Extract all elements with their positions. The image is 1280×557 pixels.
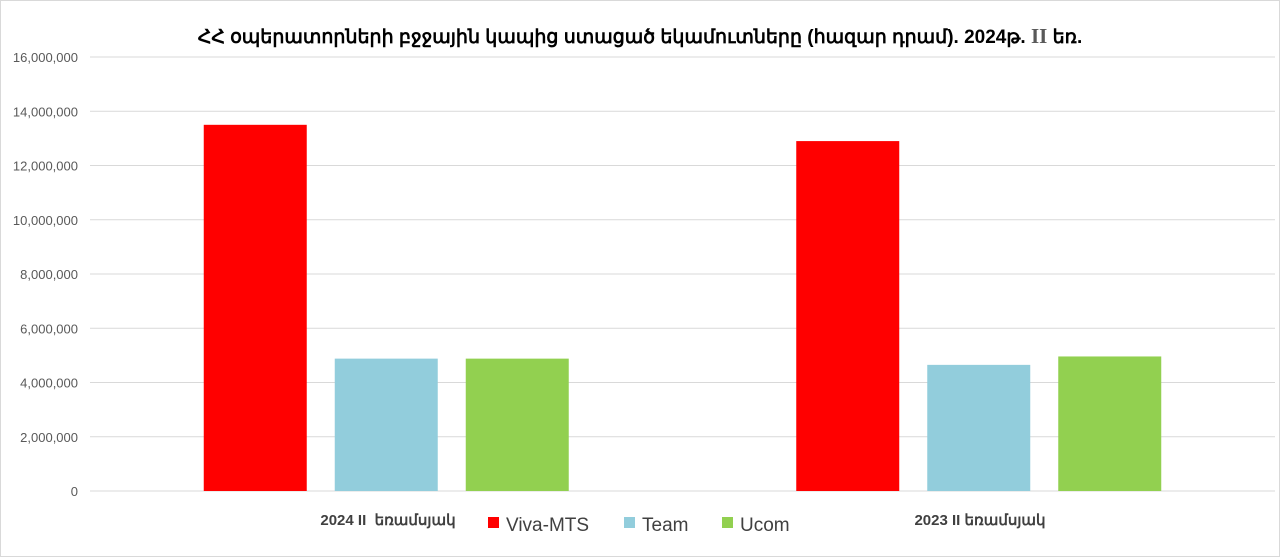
- legend-swatch-team: [624, 517, 635, 528]
- y-tick-label: 10,000,000: [13, 213, 78, 228]
- y-tick-label: 2,000,000: [20, 430, 78, 445]
- y-tick-label: 16,000,000: [13, 50, 78, 65]
- y-tick-label: 0: [71, 484, 78, 499]
- y-tick-label: 6,000,000: [20, 321, 78, 336]
- x-axis-category-labels: 2024 II եռամսյակ 2023 II եռամսյակ: [320, 512, 1045, 529]
- category-label: 2024 II եռամսյակ: [320, 512, 455, 529]
- chart-title: ՀՀ օպերատորների բջջային կապից ստացած եկա…: [0, 24, 1280, 49]
- legend-label-viva-mts: Viva-MTS: [506, 515, 589, 536]
- bar-team-0: [334, 358, 438, 491]
- bar-ucom-0: [465, 358, 569, 491]
- y-axis-tick-labels: 0 2,000,000 4,000,000 6,000,000 8,000,000 10,…: [13, 50, 78, 499]
- legend-swatch-viva-mts: [488, 517, 499, 528]
- chart-title-tail: եռ.: [1052, 27, 1083, 48]
- chart-title-numeral: II: [1030, 24, 1048, 48]
- bars: [203, 124, 1162, 491]
- legend-swatch-ucom: [722, 517, 733, 528]
- legend: Viva-MTS Team Ucom: [488, 515, 790, 536]
- y-tick-label: 14,000,000: [13, 104, 78, 119]
- legend-label-ucom: Ucom: [740, 515, 790, 536]
- bar-ucom-1: [1058, 356, 1162, 491]
- bar-viva-mts-1: [796, 141, 900, 491]
- bar-viva-mts-0: [203, 124, 307, 491]
- y-tick-label: 8,000,000: [20, 267, 78, 282]
- chart-title-main: ՀՀ օպերատորների բջջային կապից ստացած եկա…: [197, 27, 1026, 48]
- y-tick-label: 4,000,000: [20, 376, 78, 391]
- y-tick-label: 12,000,000: [13, 159, 78, 174]
- bar-team-1: [927, 364, 1031, 491]
- legend-label-team: Team: [642, 515, 688, 536]
- category-label: 2023 II եռամսյակ: [914, 512, 1045, 529]
